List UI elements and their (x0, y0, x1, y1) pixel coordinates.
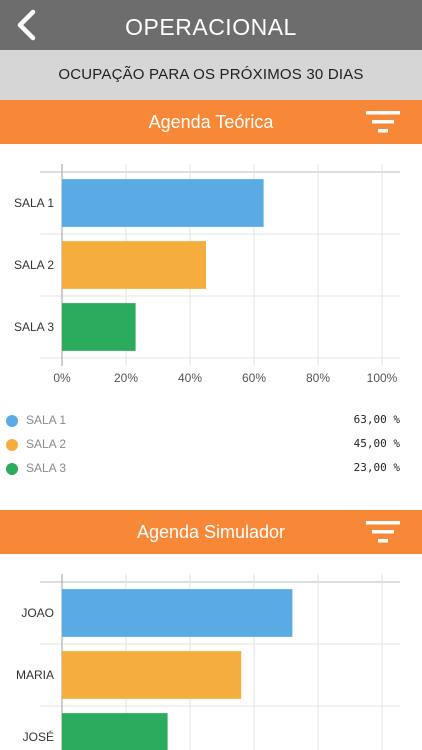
legend-item: SALA 1 63,00 % (0, 410, 422, 432)
filter-icon (366, 111, 400, 133)
filter-button[interactable] (366, 109, 400, 137)
tick-label: 40% (178, 371, 202, 385)
filter-icon (366, 521, 400, 543)
legend-dot (6, 463, 18, 475)
chart-agenda-simulador: JOAO MARIA JOSÉ (16, 574, 400, 750)
bar-sala-1 (62, 179, 264, 227)
legend-value: 45,00 % (353, 437, 400, 450)
tick-label: 20% (114, 371, 138, 385)
legend-dot (6, 439, 18, 451)
bar-josé (62, 713, 168, 750)
filter-button[interactable] (366, 519, 400, 547)
legend-label: SALA 1 (26, 413, 67, 427)
tick-label: 60% (242, 371, 266, 385)
legend-item: SALA 2 45,00 % (0, 434, 422, 456)
bar-joao (62, 589, 293, 637)
legend-value: 23,00 % (353, 461, 400, 474)
category-label: SALA 3 (14, 320, 54, 334)
tick-label: 100% (367, 371, 398, 385)
legend-label: SALA 3 (26, 461, 67, 475)
bar-sala-3 (62, 303, 136, 351)
occupancy-subheader: OCUPAÇÃO PARA OS PRÓXIMOS 30 DIAS (0, 50, 422, 100)
tick-label: 0% (53, 371, 71, 385)
back-button[interactable] (6, 5, 46, 45)
legend-dot (6, 415, 18, 427)
category-label: JOAO (21, 606, 54, 620)
section-agenda-teorica: Agenda Teórica (0, 100, 422, 144)
legend-label: SALA 2 (26, 437, 67, 451)
tick-label: 80% (306, 371, 330, 385)
category-label: JOSÉ (23, 729, 54, 744)
category-label: SALA 2 (14, 258, 54, 272)
category-label: SALA 1 (14, 196, 54, 210)
section-agenda-simulador: Agenda Simulador (0, 510, 422, 554)
page-title: OPERACIONAL (125, 14, 297, 40)
bar-sala-2 (62, 241, 206, 289)
legend-item: SALA 3 23,00 % (0, 458, 422, 480)
bar-maria (62, 651, 242, 699)
chevron-left-icon (17, 9, 36, 41)
section-title: Agenda Teórica (148, 112, 274, 132)
top-bar: OPERACIONAL (0, 0, 422, 50)
chart-agenda-teorica: SALA 1 SALA 2 SALA 3 0% 20% 40% 60% 80% 100% (14, 164, 400, 385)
section-title: Agenda Simulador (136, 522, 286, 542)
category-label: MARIA (16, 668, 54, 682)
legend-value: 63,00 % (353, 413, 400, 426)
